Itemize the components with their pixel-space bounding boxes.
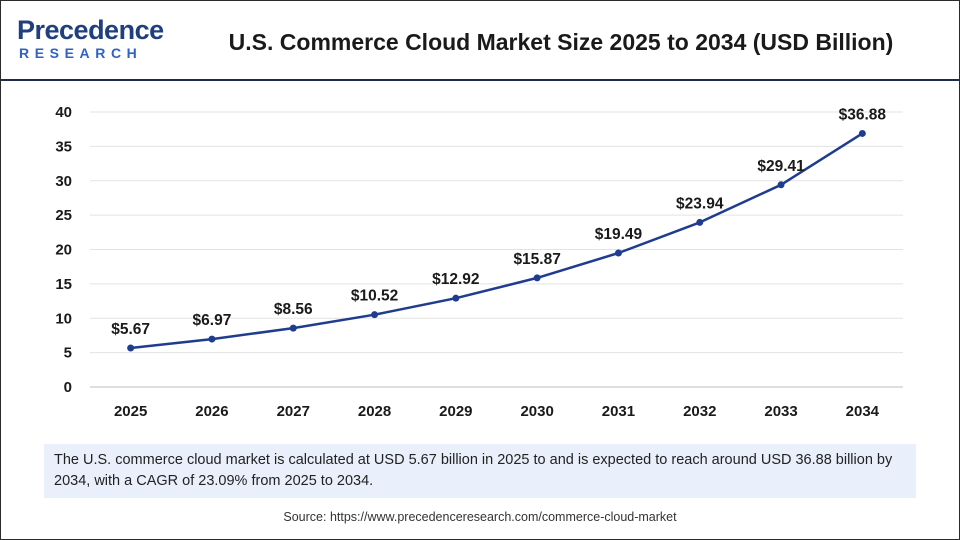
data-label: $23.94 bbox=[676, 195, 724, 212]
y-tick-label: 15 bbox=[55, 276, 72, 293]
x-tick-label: 2027 bbox=[277, 403, 310, 420]
header: Precedence RESEARCH U.S. Commerce Cloud … bbox=[1, 1, 959, 79]
description-box: The U.S. commerce cloud market is calcul… bbox=[44, 444, 916, 498]
data-point bbox=[127, 344, 135, 352]
data-label: $12.92 bbox=[432, 271, 479, 288]
data-label: $5.67 bbox=[111, 321, 150, 338]
data-point bbox=[452, 294, 460, 302]
y-tick-label: 40 bbox=[55, 104, 72, 121]
data-label: $15.87 bbox=[513, 251, 560, 268]
x-tick-label: 2030 bbox=[520, 403, 553, 420]
header-divider bbox=[1, 79, 959, 81]
x-tick-label: 2034 bbox=[846, 403, 880, 420]
data-label: $19.49 bbox=[595, 226, 643, 243]
data-point bbox=[777, 181, 785, 189]
x-tick-label: 2026 bbox=[195, 403, 228, 420]
description-text: The U.S. commerce cloud market is calcul… bbox=[54, 452, 893, 489]
data-point bbox=[208, 335, 216, 343]
x-tick-label: 2033 bbox=[764, 403, 797, 420]
chart-title: U.S. Commerce Cloud Market Size 2025 to … bbox=[228, 29, 894, 55]
data-label: $10.52 bbox=[351, 288, 398, 305]
series-line bbox=[130, 132, 864, 350]
x-tick-label: 2028 bbox=[358, 403, 391, 420]
x-tick-label: 2032 bbox=[683, 403, 716, 420]
data-label: $8.56 bbox=[274, 301, 313, 318]
y-tick-label: 5 bbox=[64, 345, 72, 362]
data-label: $6.97 bbox=[193, 312, 232, 329]
logo-wordmark: Precedence bbox=[17, 15, 164, 45]
x-tick-label: 2025 bbox=[114, 403, 147, 420]
data-point bbox=[696, 218, 704, 226]
data-label: $29.41 bbox=[757, 158, 805, 175]
y-tick-label: 35 bbox=[55, 138, 72, 155]
brand-logo: Precedence RESEARCH bbox=[17, 15, 167, 65]
y-tick-label: 10 bbox=[55, 310, 72, 327]
data-point bbox=[614, 249, 622, 257]
source-note: Source: https://www.precedenceresearch.c… bbox=[283, 510, 677, 524]
data-point bbox=[858, 129, 866, 137]
y-tick-label: 20 bbox=[55, 242, 72, 259]
y-tick-label: 25 bbox=[55, 207, 72, 224]
y-tick-label: 0 bbox=[64, 379, 72, 396]
data-point bbox=[533, 274, 541, 282]
logo-subtitle: RESEARCH bbox=[19, 45, 143, 61]
y-tick-label: 30 bbox=[55, 173, 72, 190]
data-point bbox=[289, 324, 297, 332]
data-label: $36.88 bbox=[839, 106, 887, 123]
x-tick-label: 2029 bbox=[439, 403, 472, 420]
data-point bbox=[371, 311, 379, 319]
x-tick-label: 2031 bbox=[602, 403, 635, 420]
